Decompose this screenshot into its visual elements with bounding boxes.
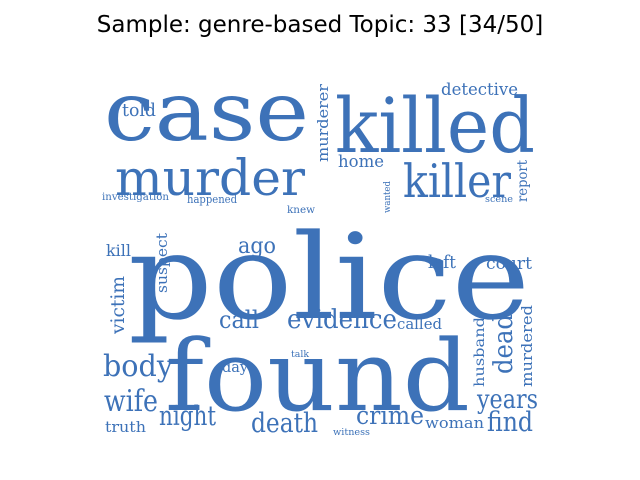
word-killer: killer: [403, 154, 511, 208]
word-day: day: [222, 358, 248, 376]
word-body: body: [103, 349, 173, 384]
word-husband: husband: [472, 317, 488, 387]
word-scene: scene: [485, 195, 513, 205]
word-evidence: evidence: [287, 305, 397, 335]
word-crime: crime: [356, 401, 424, 430]
word-murder: murder: [115, 149, 305, 207]
word-found: found: [165, 320, 470, 434]
word-killed: killed: [335, 81, 535, 170]
word-suspect: suspect: [153, 233, 171, 293]
word-years: years: [476, 385, 538, 415]
word-knew: knew: [287, 205, 315, 216]
word-left: left: [428, 252, 457, 273]
figure-title: Sample: genre-based Topic: 33 [34/50]: [96, 12, 544, 38]
word-wanted: wanted: [383, 181, 393, 213]
word-talk: talk: [291, 350, 310, 360]
word-victim: victim: [107, 276, 129, 335]
word-wife: wife: [104, 384, 158, 419]
word-dead: dead: [489, 314, 519, 374]
word-report: report: [515, 160, 531, 202]
word-told: told: [122, 100, 156, 121]
word-detective: detective: [441, 80, 518, 100]
word-investigation: investigation: [102, 192, 170, 203]
word-death: death: [251, 408, 318, 439]
word-truth: truth: [105, 418, 146, 436]
word-kill: kill: [106, 241, 131, 260]
word-night: night: [159, 401, 216, 432]
word-police: police: [128, 208, 530, 346]
word-court: court: [486, 254, 532, 274]
word-happened: happened: [187, 193, 237, 206]
word-home: home: [338, 152, 384, 172]
word-find: find: [487, 407, 533, 438]
word-ago: ago: [238, 234, 276, 259]
word-call: call: [219, 306, 259, 334]
word-woman: woman: [425, 414, 484, 432]
word-murderer: murderer: [314, 83, 332, 162]
word-case: case: [104, 65, 309, 160]
word-murdered: murdered: [518, 305, 536, 387]
word-called: called: [397, 315, 442, 333]
word-witness: witness: [333, 428, 370, 438]
